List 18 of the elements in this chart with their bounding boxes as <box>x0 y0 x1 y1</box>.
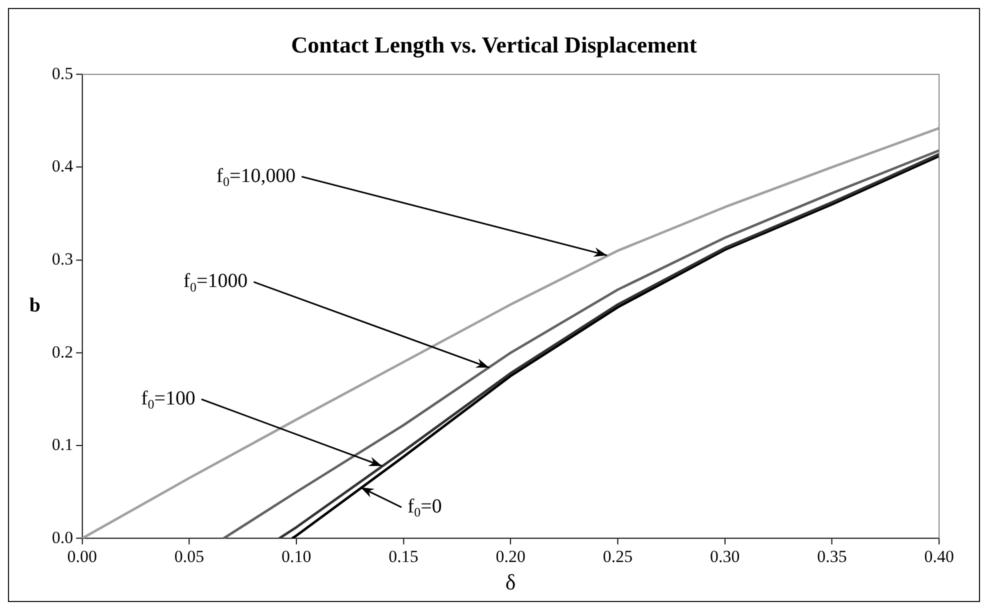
x-tick-label: 0.25 <box>602 547 633 566</box>
x-tick-label: 0.35 <box>817 547 847 566</box>
y-tick-label: 0.0 <box>52 528 74 547</box>
x-tick-label: 0.15 <box>388 547 418 566</box>
y-tick-label: 0.1 <box>52 435 74 454</box>
y-axis-title: b <box>29 294 40 317</box>
x-tick-label: 0.10 <box>282 547 312 566</box>
x-tick-label: 0.00 <box>67 547 97 566</box>
x-tick-label: 0.20 <box>496 547 526 566</box>
y-tick-label: 0.5 <box>52 64 74 83</box>
y-tick-label: 0.3 <box>52 249 74 268</box>
x-tick-label: 0.40 <box>924 547 954 566</box>
chart-title: Contact Length vs. Vertical Displacement <box>291 32 698 59</box>
y-tick-label: 0.4 <box>52 156 74 176</box>
x-axis-title: δ <box>505 570 516 595</box>
x-tick-label: 0.05 <box>174 547 204 566</box>
x-tick-label: 0.30 <box>710 547 740 566</box>
y-tick-label: 0.2 <box>52 342 74 362</box>
